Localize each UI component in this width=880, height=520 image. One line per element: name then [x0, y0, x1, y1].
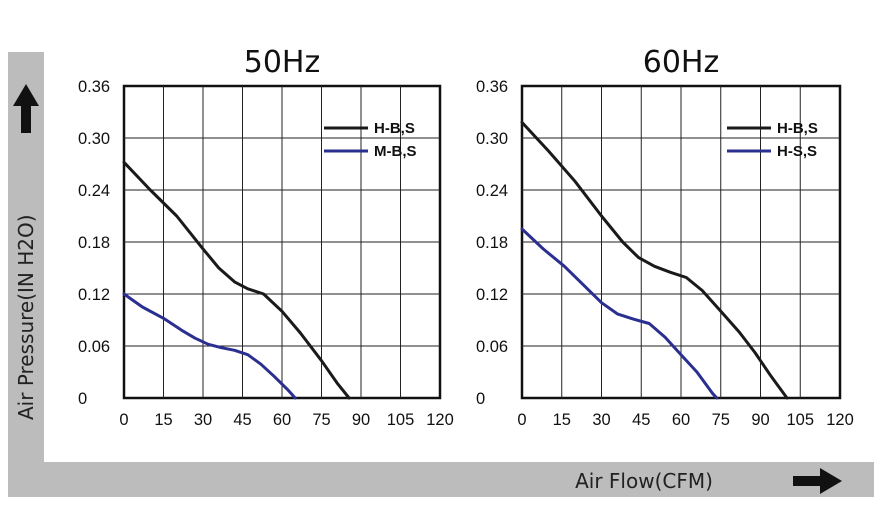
y-tick-label: 0.12 — [78, 286, 110, 304]
legend-label: M-B,S — [374, 143, 417, 160]
y-tick-label: 0.18 — [476, 234, 508, 252]
x-tick-label: 75 — [712, 411, 730, 429]
x-tick-label: 60 — [273, 411, 291, 429]
y-tick-label: 0.30 — [476, 130, 508, 148]
legend-label: H-S,S — [777, 143, 817, 160]
y-tick-label: 0.36 — [476, 78, 508, 96]
legend-label: H-B,S — [777, 120, 818, 137]
x-tick-label: 60 — [672, 411, 690, 429]
series-line-h-b-s — [520, 120, 789, 400]
x-tick-label: 105 — [786, 411, 814, 429]
x-tick-label: 0 — [119, 411, 128, 429]
x-tick-label: 45 — [632, 411, 650, 429]
y-tick-label: 0.30 — [78, 130, 110, 148]
x-tick-label: 45 — [233, 411, 251, 429]
chart-50hz: 50Hz 0 0.06 0.12 0.18 0.24 0.30 0.36 0 15 30 45 60 75… — [78, 45, 454, 429]
y-tick-label: 0.18 — [78, 234, 110, 252]
x-axis-band — [8, 462, 874, 497]
series-line-h-b-s — [122, 160, 351, 400]
chart-title: 60Hz — [643, 45, 719, 80]
arrow-right-icon — [793, 468, 842, 494]
x-tick-label: 90 — [352, 411, 370, 429]
x-tick-label: 30 — [592, 411, 610, 429]
arrow-up-icon — [13, 84, 39, 133]
series-line-h-s-s — [520, 227, 719, 400]
y-tick-label: 0.36 — [78, 78, 110, 96]
chart-60hz: 60Hz 0 0.06 0.12 0.18 0.24 0.30 0.36 0 15 30 45 60 75… — [476, 45, 854, 429]
chart-title: 50Hz — [244, 45, 320, 80]
x-tick-label: 90 — [751, 411, 769, 429]
y-tick-label: 0 — [476, 390, 485, 408]
series-line-m-b-s — [122, 292, 297, 400]
x-tick-label: 120 — [426, 411, 454, 429]
x-tick-label: 15 — [154, 411, 172, 429]
y-tick-label: 0.24 — [78, 182, 110, 200]
y-tick-label: 0.12 — [476, 286, 508, 304]
y-tick-label: 0.24 — [476, 182, 508, 200]
y-tick-label: 0.06 — [476, 338, 508, 356]
x-tick-label: 15 — [553, 411, 571, 429]
legend-label: H-B,S — [374, 120, 415, 137]
x-tick-label: 75 — [312, 411, 330, 429]
y-axis-label: Air Pressure(IN H2O) — [14, 214, 38, 420]
x-tick-label: 0 — [517, 411, 526, 429]
x-axis-label: Air Flow(CFM) — [575, 469, 713, 493]
x-tick-label: 120 — [826, 411, 854, 429]
x-tick-label: 30 — [194, 411, 212, 429]
y-tick-label: 0.06 — [78, 338, 110, 356]
x-tick-label: 105 — [387, 411, 415, 429]
y-tick-label: 0 — [78, 390, 87, 408]
